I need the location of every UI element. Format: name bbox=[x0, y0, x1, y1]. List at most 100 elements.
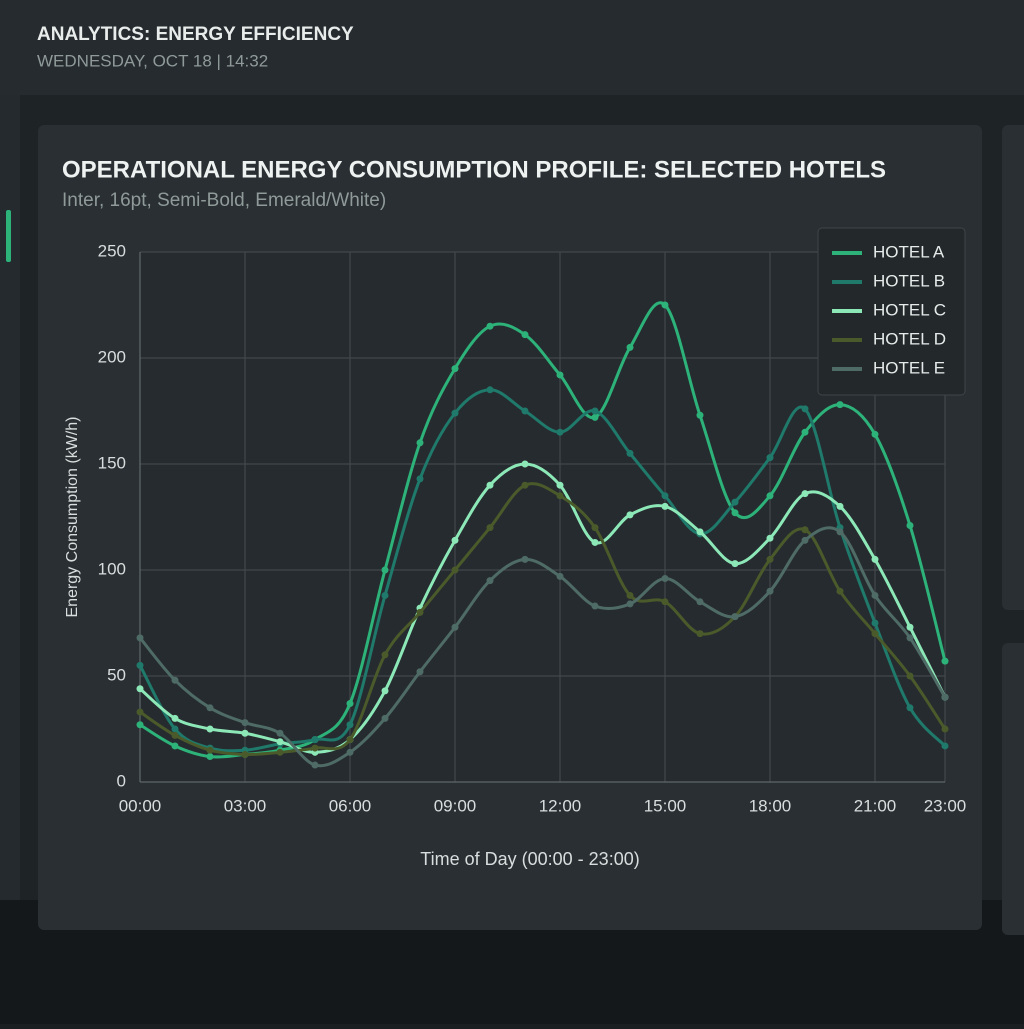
data-point bbox=[136, 721, 144, 729]
legend-label: HOTEL E bbox=[873, 358, 945, 377]
data-point bbox=[661, 574, 669, 582]
y-tick-label: 250 bbox=[98, 241, 126, 260]
data-point bbox=[381, 566, 389, 574]
data-point bbox=[346, 721, 354, 729]
data-point bbox=[871, 630, 879, 638]
data-point bbox=[241, 729, 249, 737]
data-point bbox=[626, 591, 634, 599]
data-point bbox=[521, 555, 529, 563]
data-point bbox=[136, 708, 144, 716]
data-point bbox=[521, 460, 529, 468]
data-point bbox=[381, 591, 389, 599]
data-point bbox=[696, 411, 704, 419]
data-point bbox=[906, 521, 914, 529]
data-point bbox=[486, 481, 494, 489]
data-point bbox=[346, 700, 354, 708]
data-point bbox=[941, 657, 949, 665]
data-point bbox=[136, 634, 144, 642]
legend-label: HOTEL A bbox=[873, 242, 945, 261]
data-point bbox=[661, 301, 669, 309]
x-tick-label: 21:00 bbox=[854, 796, 897, 815]
data-point bbox=[626, 449, 634, 457]
data-point bbox=[171, 725, 179, 733]
data-point bbox=[171, 731, 179, 739]
data-point bbox=[451, 566, 459, 574]
legend: HOTEL A HOTEL B HOTEL C HOTEL D HOTEL E bbox=[817, 227, 966, 396]
data-point bbox=[871, 591, 879, 599]
y-tick-label: 200 bbox=[98, 347, 126, 366]
chart-title: OPERATIONAL ENERGY CONSUMPTION PROFILE: … bbox=[62, 156, 886, 183]
data-point bbox=[416, 475, 424, 483]
data-point bbox=[311, 744, 319, 752]
x-axis-label: Time of Day (00:00 - 23:00) bbox=[420, 849, 639, 869]
x-tick-label: 15:00 bbox=[644, 796, 687, 815]
data-point bbox=[626, 343, 634, 351]
data-point bbox=[801, 490, 809, 498]
data-point bbox=[626, 600, 634, 608]
data-point bbox=[486, 322, 494, 330]
data-point bbox=[836, 587, 844, 595]
x-tick-label: 09:00 bbox=[434, 796, 477, 815]
y-axis-label: Energy Consumption (kW/h) bbox=[64, 417, 81, 618]
data-point bbox=[521, 407, 529, 415]
data-point bbox=[206, 746, 214, 754]
data-point bbox=[206, 753, 214, 761]
chart-subtitle: Inter, 16pt, Semi-Bold, Emerald/White) bbox=[62, 190, 386, 211]
data-point bbox=[241, 750, 249, 758]
data-point bbox=[521, 331, 529, 339]
data-point bbox=[591, 413, 599, 421]
data-point bbox=[451, 365, 459, 373]
data-point bbox=[381, 651, 389, 659]
data-point bbox=[731, 509, 739, 517]
data-point bbox=[591, 524, 599, 532]
data-point bbox=[766, 492, 774, 500]
data-point bbox=[451, 536, 459, 544]
data-point bbox=[556, 481, 564, 489]
data-point bbox=[276, 729, 284, 737]
data-point bbox=[906, 704, 914, 712]
data-point bbox=[206, 704, 214, 712]
data-point bbox=[556, 371, 564, 379]
data-point bbox=[591, 407, 599, 415]
y-tick-label: 150 bbox=[98, 453, 126, 472]
sidebar bbox=[0, 95, 20, 900]
data-point bbox=[906, 623, 914, 631]
data-point bbox=[661, 502, 669, 510]
data-point bbox=[451, 409, 459, 417]
data-point bbox=[416, 439, 424, 447]
data-point bbox=[416, 668, 424, 676]
data-point bbox=[871, 555, 879, 563]
data-point bbox=[486, 386, 494, 394]
data-point bbox=[871, 430, 879, 438]
header-bar bbox=[0, 0, 1024, 95]
data-point bbox=[241, 719, 249, 727]
sidebar-active[interactable] bbox=[6, 210, 11, 262]
x-tick-label: 18:00 bbox=[749, 796, 792, 815]
data-point bbox=[801, 405, 809, 413]
data-point bbox=[661, 598, 669, 606]
data-point bbox=[276, 748, 284, 756]
data-point bbox=[661, 492, 669, 500]
data-point bbox=[136, 685, 144, 693]
x-tick-label: 06:00 bbox=[329, 796, 372, 815]
data-point bbox=[696, 598, 704, 606]
data-point bbox=[591, 538, 599, 546]
data-point bbox=[801, 536, 809, 544]
data-point bbox=[451, 623, 459, 631]
data-point bbox=[381, 714, 389, 722]
header-title: ANALYTICS: ENERGY EFFICIENCY bbox=[37, 24, 354, 45]
y-tick-label: 50 bbox=[107, 665, 126, 684]
side-card bbox=[1002, 643, 1024, 935]
data-point bbox=[766, 454, 774, 462]
y-tick-label: 100 bbox=[98, 559, 126, 578]
data-point bbox=[206, 725, 214, 733]
header-subtitle: WEDNESDAY, OCT 18 | 14:32 bbox=[37, 51, 268, 70]
data-point bbox=[556, 492, 564, 500]
data-point bbox=[381, 687, 389, 695]
data-point bbox=[801, 526, 809, 534]
data-point bbox=[591, 602, 599, 610]
data-point bbox=[626, 511, 634, 519]
plot-area bbox=[140, 252, 945, 782]
data-point bbox=[346, 736, 354, 744]
